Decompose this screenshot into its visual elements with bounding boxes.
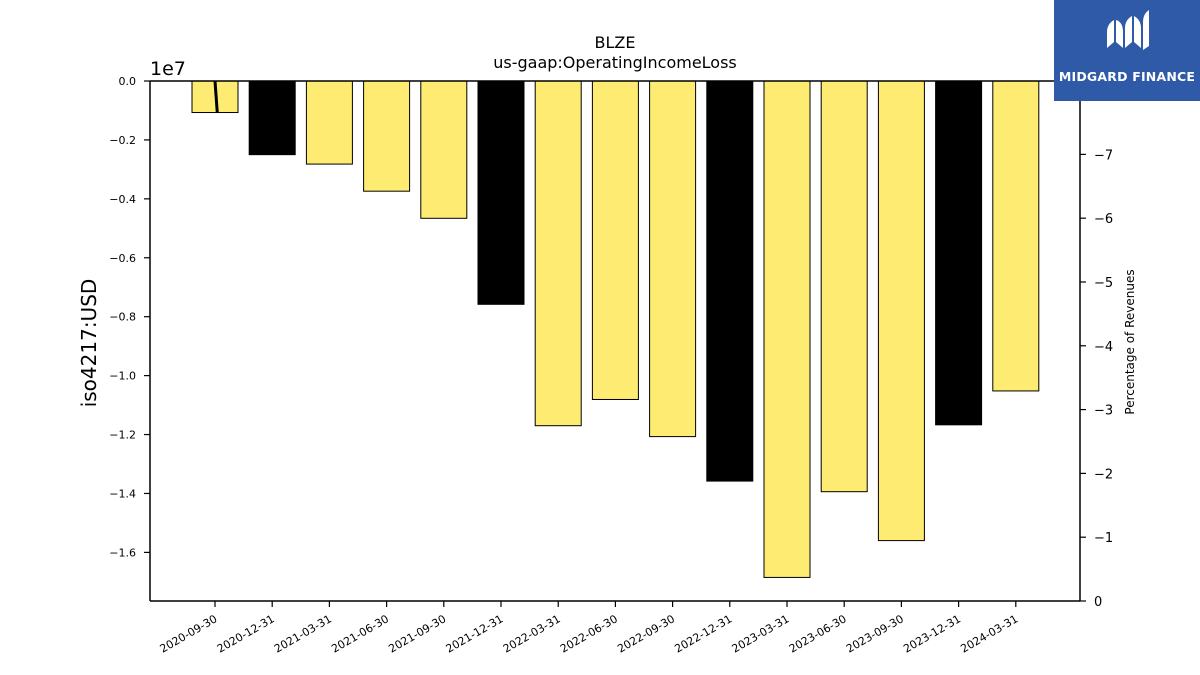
- y-tick-label: −1.6: [109, 546, 136, 559]
- bar-2024-03-31: [992, 80, 1040, 392]
- y2-tick-label: −1: [1094, 531, 1113, 546]
- y2-axis-label: Percentage of Revenues: [1123, 269, 1137, 414]
- percentage-line: [213, 80, 219, 114]
- bar-2021-09-30: [420, 80, 468, 219]
- y-tick-label: −0.6: [109, 252, 136, 265]
- bar-2021-03-31: [305, 80, 353, 165]
- bar-2023-06-30: [820, 80, 868, 493]
- x-tick-label: 2022-03-31: [501, 612, 563, 655]
- x-tick-label: 2021-03-31: [272, 612, 334, 655]
- x-tick-label: 2023-06-30: [787, 612, 849, 655]
- bar-2020-12-31: [248, 80, 296, 156]
- bar-2022-09-30: [649, 80, 697, 438]
- x-tick-label: 2024-03-31: [958, 612, 1020, 655]
- y2-tick-label: −7: [1094, 148, 1113, 163]
- bar-2023-12-31: [935, 80, 983, 426]
- x-tick-label: 2023-09-30: [844, 612, 906, 655]
- y-axis-label: iso4217:USD: [77, 279, 101, 408]
- chart-title: BLZE: [595, 33, 636, 52]
- x-tick-label: 2021-09-30: [386, 612, 448, 655]
- chart-subtitle: us-gaap:OperatingIncomeLoss: [493, 53, 737, 72]
- x-tick-label: 2020-09-30: [158, 612, 220, 655]
- bar-2021-06-30: [363, 80, 411, 192]
- y-tick-label: −1.2: [109, 429, 136, 442]
- y2-tick-label: −6: [1094, 212, 1113, 227]
- x-tick-label: 2022-06-30: [558, 612, 620, 655]
- y-tick-label: −1.4: [109, 487, 136, 500]
- x-tick-label: 2021-06-30: [329, 612, 391, 655]
- y-tick-label: −0.8: [109, 311, 136, 324]
- bar-2022-03-31: [534, 80, 582, 427]
- y-tick-label: −0.4: [109, 193, 136, 206]
- x-tick-label: 2021-12-31: [444, 612, 506, 655]
- y2-tick-label: −3: [1094, 404, 1113, 419]
- y-tick-label: −1.0: [109, 370, 136, 383]
- logo-text: MIDGARD FINANCE: [1058, 69, 1196, 84]
- y-tick-label: −0.2: [109, 134, 136, 147]
- y-axis-offset-label: 1e7: [150, 58, 186, 80]
- bar-2022-12-31: [706, 80, 754, 482]
- y2-tick-label: 0: [1094, 595, 1102, 610]
- y2-tick-label: −2: [1094, 467, 1113, 482]
- x-tick-label: 2023-03-31: [730, 612, 792, 655]
- y-tick-label: 0.0: [119, 75, 137, 88]
- x-tick-label: 2023-12-31: [901, 612, 963, 655]
- y2-tick-label: −5: [1094, 276, 1113, 291]
- y2-tick-label: −4: [1094, 340, 1113, 355]
- brand-logo: MIDGARD FINANCE: [1054, 0, 1200, 101]
- bar-2022-06-30: [591, 80, 639, 400]
- midgard-logo-icon: [1107, 10, 1149, 50]
- bar-2023-03-31: [763, 80, 811, 578]
- bar-2023-09-30: [877, 80, 925, 542]
- x-tick-label: 2022-09-30: [615, 612, 677, 655]
- x-tick-label: 2022-12-31: [672, 612, 734, 655]
- bar-2021-12-31: [477, 80, 525, 305]
- x-tick-label: 2020-12-31: [215, 612, 277, 655]
